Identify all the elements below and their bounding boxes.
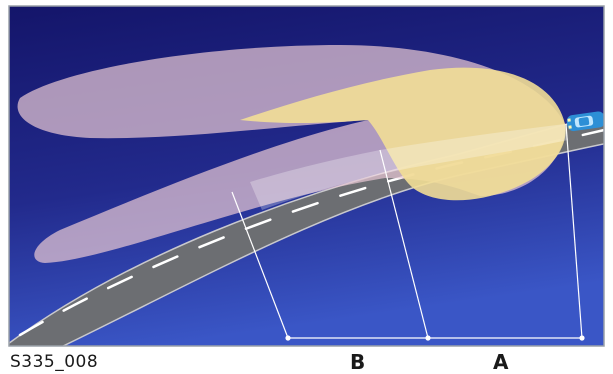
zone-label-a: A (493, 350, 509, 374)
figure-id-label: S335_008 (10, 352, 99, 372)
low-beam-cone (240, 67, 566, 201)
diagram-frame (8, 5, 605, 347)
dimension-lines (231, 123, 583, 339)
illuminated-road-zone (250, 124, 568, 210)
car-icon (566, 111, 604, 132)
zone-label-b: B (350, 350, 366, 374)
dimension-markers (285, 335, 585, 341)
